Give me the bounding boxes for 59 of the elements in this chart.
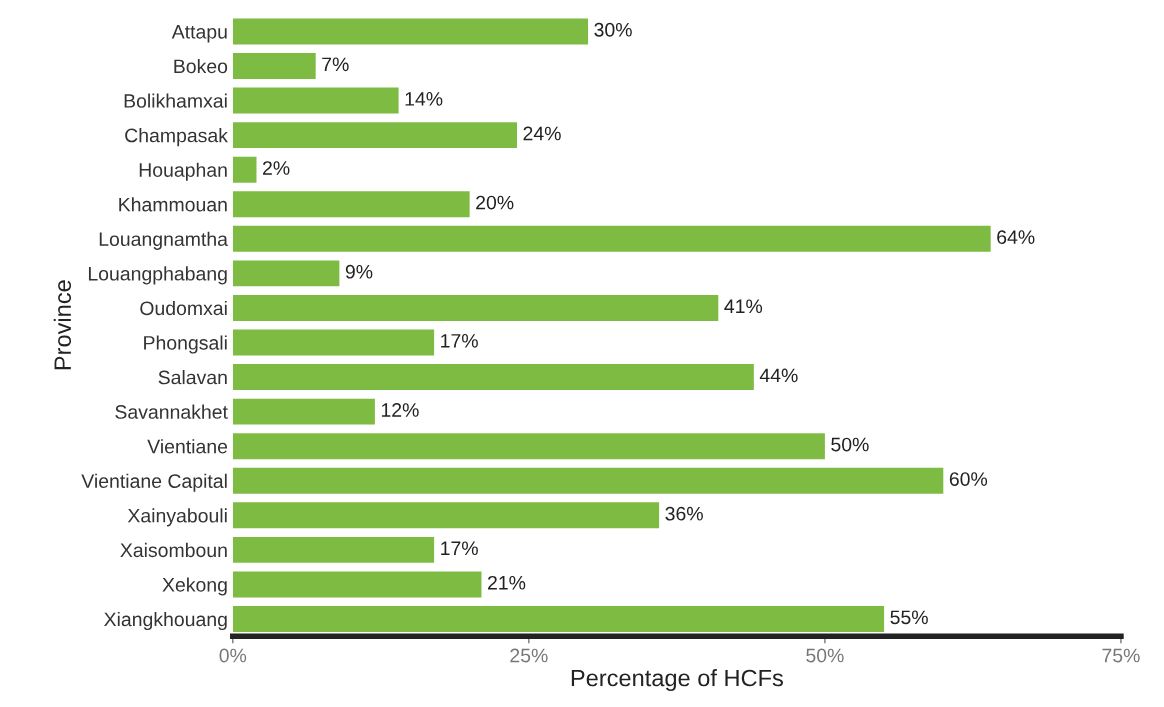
data-label: 2%	[263, 161, 290, 175]
x-tick-label: 50%	[806, 648, 844, 663]
x-tick-label: 25%	[510, 648, 548, 663]
y-tick-label: Bokeo	[174, 58, 228, 74]
data-label: 17%	[441, 541, 478, 556]
data-label: 20%	[476, 195, 514, 210]
bar	[232, 294, 719, 321]
y-tick-label: Vientiane	[147, 439, 228, 454]
y-tick-label: Houaphan	[139, 162, 227, 181]
y-axis-title: Province	[53, 280, 72, 370]
y-tick-label: Salavan	[158, 370, 227, 385]
y-tick-label: Louangphabang	[88, 266, 227, 285]
data-label: 64%	[997, 230, 1035, 245]
data-label: 9%	[345, 264, 373, 279]
data-label: 12%	[381, 403, 419, 417]
bar	[232, 191, 470, 218]
bar	[232, 156, 257, 183]
y-tick-label: Champasak	[125, 128, 228, 147]
y-tick-label: Khammouan	[119, 197, 227, 212]
data-label: 17%	[441, 334, 478, 348]
data-label: 44%	[759, 368, 798, 383]
data-label: 55%	[890, 610, 928, 625]
y-tick-label: Xiangkhouang	[104, 611, 227, 631]
data-label: 24%	[523, 126, 561, 141]
data-label: 21%	[488, 575, 526, 590]
bar	[232, 502, 660, 529]
bar	[232, 364, 754, 391]
x-tick-label: 0%	[219, 648, 247, 663]
bar	[232, 467, 944, 494]
y-tick-label: Attapu	[171, 25, 227, 43]
bar	[232, 433, 825, 460]
y-tick-label: Xekong	[162, 577, 227, 596]
bar	[232, 329, 435, 356]
bar	[232, 398, 375, 425]
y-tick-label: Savannakhet	[115, 404, 228, 419]
data-label: 30%	[594, 22, 632, 37]
bar	[232, 53, 316, 79]
bar	[232, 225, 991, 252]
x-axis-title: Percentage of HCFs	[571, 669, 783, 692]
data-label: 41%	[724, 299, 763, 314]
data-label: 60%	[949, 472, 988, 486]
data-label: 50%	[831, 437, 869, 452]
y-tick-label: Vientiane Capital	[81, 473, 227, 492]
data-label: 7%	[322, 57, 349, 72]
bar	[232, 260, 340, 287]
x-tick-label: 75%	[1102, 648, 1140, 663]
y-tick-label: Xaisomboun	[120, 542, 227, 558]
data-label: 14%	[405, 92, 443, 106]
y-tick-label: Oudomxai	[140, 300, 227, 316]
y-tick-label: Bolikhamxai	[124, 93, 227, 108]
data-label: 36%	[665, 506, 703, 521]
bar	[232, 571, 482, 598]
y-tick-label: Phongsali	[144, 335, 227, 354]
y-tick-label: Xainyabouli	[127, 508, 227, 527]
bar	[232, 18, 589, 45]
y-tick-label: Louangnamtha	[99, 231, 228, 250]
bar	[232, 87, 399, 114]
bar	[232, 122, 517, 149]
bar	[232, 536, 435, 563]
